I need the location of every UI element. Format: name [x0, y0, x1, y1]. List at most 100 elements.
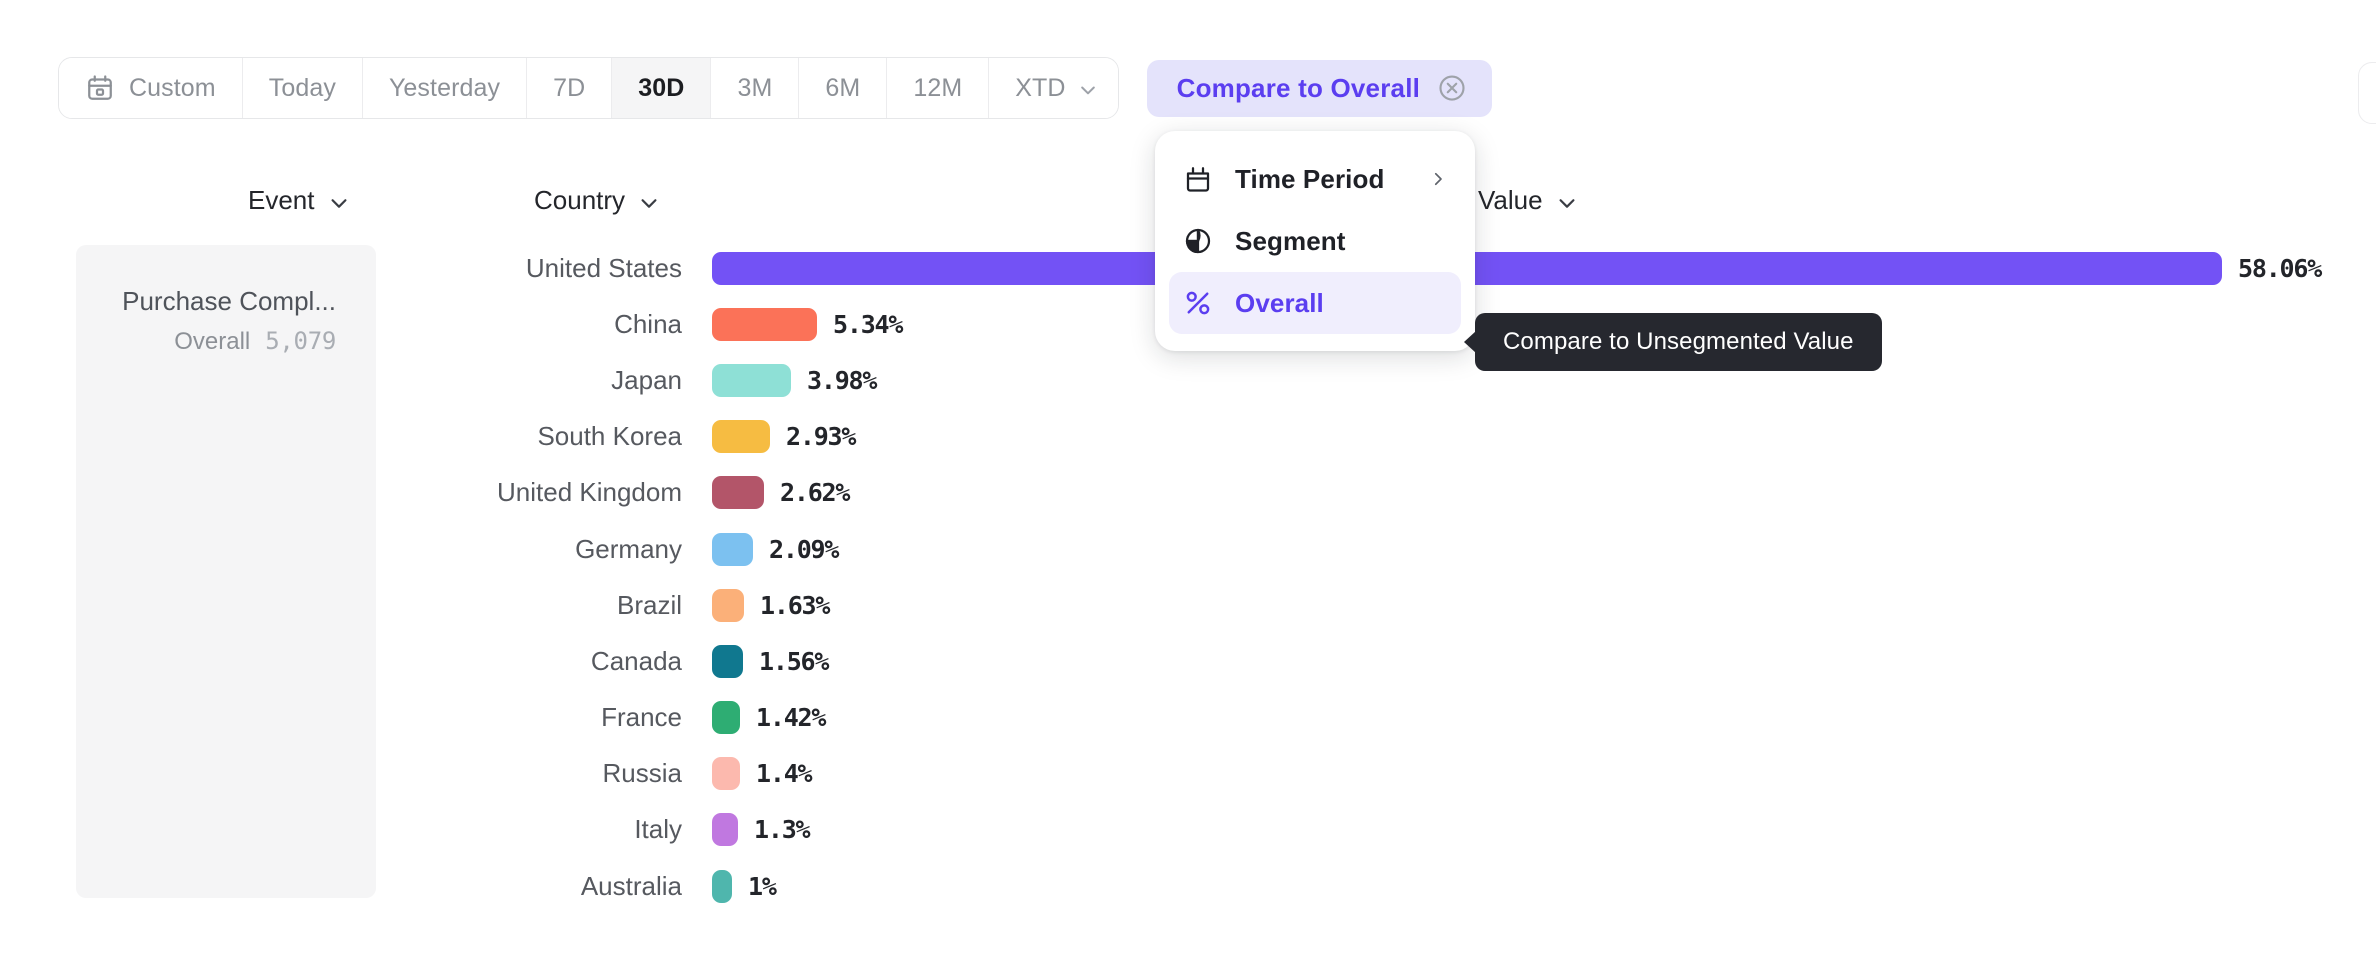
bar-and-value: 2.09%	[712, 532, 839, 566]
chevron-down-icon[interactable]	[328, 190, 350, 212]
value-label: 1.42%	[756, 703, 826, 733]
event-card[interactable]: Purchase Compl... Overall 5,079	[76, 245, 376, 898]
value-label: 1.63%	[760, 590, 830, 620]
percent-icon	[1183, 288, 1213, 318]
value-label: 58.06%	[2238, 253, 2322, 283]
country-label: South Korea	[537, 421, 682, 452]
country-label: Japan	[611, 364, 682, 395]
range-button-label: 12M	[913, 73, 963, 102]
compare-pill-label: Compare to Overall	[1176, 72, 1421, 103]
table-row[interactable]: Italy 1.3%	[0, 802, 2376, 858]
menu-item-overall[interactable]: Overall	[1169, 272, 1461, 334]
range-button-label: 30D	[638, 73, 685, 102]
value-bar[interactable]	[712, 701, 740, 735]
compare-to-overall-pill[interactable]: Compare to Overall	[1146, 59, 1493, 117]
calendar-icon	[1183, 164, 1213, 194]
table-row[interactable]: Canada 1.56%	[0, 633, 2376, 689]
value-bar[interactable]	[712, 307, 817, 341]
value-label: 2.09%	[769, 534, 839, 564]
tooltip: Compare to Unsegmented Value	[1464, 313, 1882, 371]
table-row[interactable]: Australia 1%	[0, 858, 2376, 914]
compare-options-menu: Time Period Segment Overall	[1155, 131, 1475, 351]
toolbar: Custom Today Yesterday 7D 30D 3M 6M 12M XTD Comp…	[58, 57, 1493, 119]
range-button-3m[interactable]: 3M	[711, 58, 800, 118]
value-bar[interactable]	[712, 588, 744, 622]
range-button-xtd[interactable]: XTD	[989, 58, 1118, 118]
bar-and-value: 1.4%	[712, 757, 813, 791]
column-header-event[interactable]: Event	[248, 185, 350, 216]
value-label: 1%	[748, 871, 777, 901]
event-card-overall-label: Overall	[174, 328, 251, 355]
value-label: 1.56%	[759, 646, 829, 676]
chevron-down-icon[interactable]	[1556, 190, 1578, 212]
table-row[interactable]: China 5.34%	[0, 296, 2376, 352]
country-label: China	[614, 308, 682, 339]
value-bar[interactable]	[712, 532, 753, 566]
value-bar[interactable]	[712, 420, 770, 454]
column-header-value-label: Value	[1478, 185, 1543, 215]
range-button-7d[interactable]: 7D	[527, 58, 613, 118]
table-row[interactable]: Japan 3.98%	[0, 352, 2376, 408]
range-button-label: 6M	[825, 73, 861, 102]
menu-item-segment[interactable]: Segment	[1169, 210, 1461, 272]
value-bar[interactable]	[712, 363, 791, 397]
country-label: France	[601, 702, 682, 733]
menu-item-time-period[interactable]: Time Period	[1169, 148, 1461, 210]
value-bar[interactable]	[712, 813, 738, 847]
chevron-down-icon[interactable]	[1078, 78, 1098, 98]
table-row[interactable]: France 1.42%	[0, 690, 2376, 746]
column-header-country[interactable]: Country	[534, 185, 660, 216]
table-row[interactable]: South Korea 2.93%	[0, 409, 2376, 465]
bar-and-value: 5.34%	[712, 307, 903, 341]
value-label: 1.4%	[756, 759, 813, 789]
country-label: United Kingdom	[497, 477, 682, 508]
event-card-overall-value: 5,079	[265, 327, 336, 355]
offscreen-control-stub	[2358, 62, 2376, 124]
table-row[interactable]: United Kingdom 2.62%	[0, 465, 2376, 521]
column-header-event-label: Event	[248, 185, 315, 215]
menu-item-label: Overall	[1235, 287, 1324, 318]
country-label: Russia	[602, 758, 682, 789]
range-button-6m[interactable]: 6M	[799, 58, 888, 118]
value-bar[interactable]	[712, 757, 740, 791]
close-circle-icon[interactable]	[1437, 73, 1467, 103]
range-button-30d[interactable]: 30D	[612, 58, 712, 118]
menu-item-label: Segment	[1235, 225, 1346, 256]
range-button-custom[interactable]: Custom	[59, 58, 243, 118]
range-button-label: Custom	[129, 73, 216, 102]
range-button-yesterday[interactable]: Yesterday	[362, 58, 528, 118]
range-button-label: Today	[268, 73, 336, 102]
pie-chart-icon	[1183, 226, 1213, 256]
date-range-group: Custom Today Yesterday 7D 30D 3M 6M 12M XTD	[58, 57, 1119, 119]
table-row[interactable]: Germany 2.09%	[0, 521, 2376, 577]
value-bar[interactable]	[712, 644, 743, 678]
country-bar-list: United States 58.06% China 5.34% Japan 3.98% S…	[0, 240, 2376, 914]
value-label: 2.62%	[780, 478, 850, 508]
menu-item-label: Time Period	[1235, 163, 1385, 194]
value-label: 2.93%	[786, 422, 856, 452]
bar-and-value: 3.98%	[712, 363, 877, 397]
value-bar[interactable]	[712, 476, 764, 510]
range-button-label: Yesterday	[388, 73, 501, 102]
country-label: Germany	[575, 533, 682, 564]
calendar-icon	[85, 73, 115, 103]
table-row[interactable]: Brazil 1.63%	[0, 577, 2376, 633]
range-button-label: 3M	[737, 73, 773, 102]
bar-and-value: 1%	[712, 869, 777, 903]
table-row[interactable]: Russia 1.4%	[0, 746, 2376, 802]
bar-and-value: 2.93%	[712, 420, 856, 454]
bar-and-value: 1.63%	[712, 588, 830, 622]
range-button-12m[interactable]: 12M	[887, 58, 990, 118]
event-card-name: Purchase Compl...	[122, 286, 336, 316]
chevron-right-icon[interactable]	[1429, 170, 1447, 188]
event-card-overall: Overall 5,079	[174, 327, 336, 356]
country-label: United States	[525, 252, 682, 283]
range-button-today[interactable]: Today	[242, 58, 363, 118]
range-button-label: XTD	[1015, 73, 1066, 102]
value-bar[interactable]	[712, 869, 732, 903]
chevron-down-icon[interactable]	[638, 190, 660, 212]
value-label: 1.3%	[754, 815, 811, 845]
bar-and-value: 1.42%	[712, 701, 826, 735]
column-header-value[interactable]: Value	[1478, 185, 1578, 216]
